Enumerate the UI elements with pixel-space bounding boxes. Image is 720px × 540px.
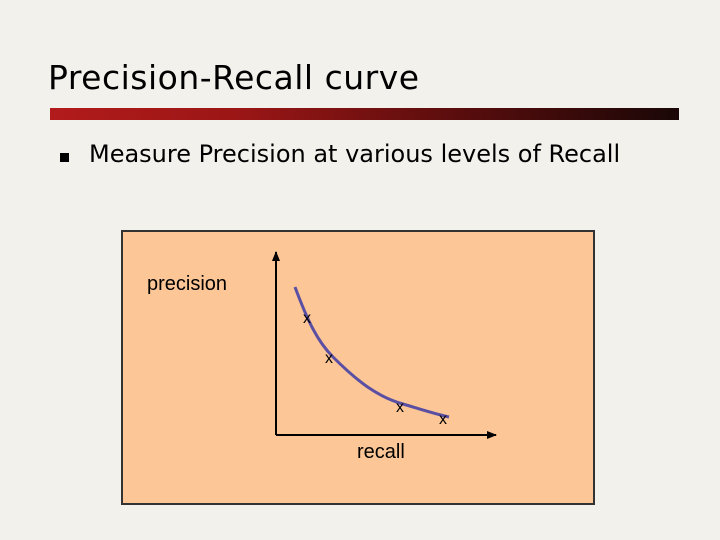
slide-title: Precision-Recall curve [48,58,420,97]
title-rule [50,108,679,120]
point-marker: x [439,411,447,428]
precision-recall-figure: x x x x precision recall [121,230,595,505]
x-axis-label: recall [357,441,405,463]
point-marker: x [396,399,404,416]
point-marker: x [325,350,333,367]
precision-recall-diagram: x x x x precision recall [147,251,497,463]
y-axis-label: precision [147,273,227,295]
square-bullet-icon [60,153,69,162]
bullet-text: Measure Precision at various levels of R… [89,140,621,168]
precision-recall-curve [293,286,450,419]
point-marker: x [303,310,311,327]
